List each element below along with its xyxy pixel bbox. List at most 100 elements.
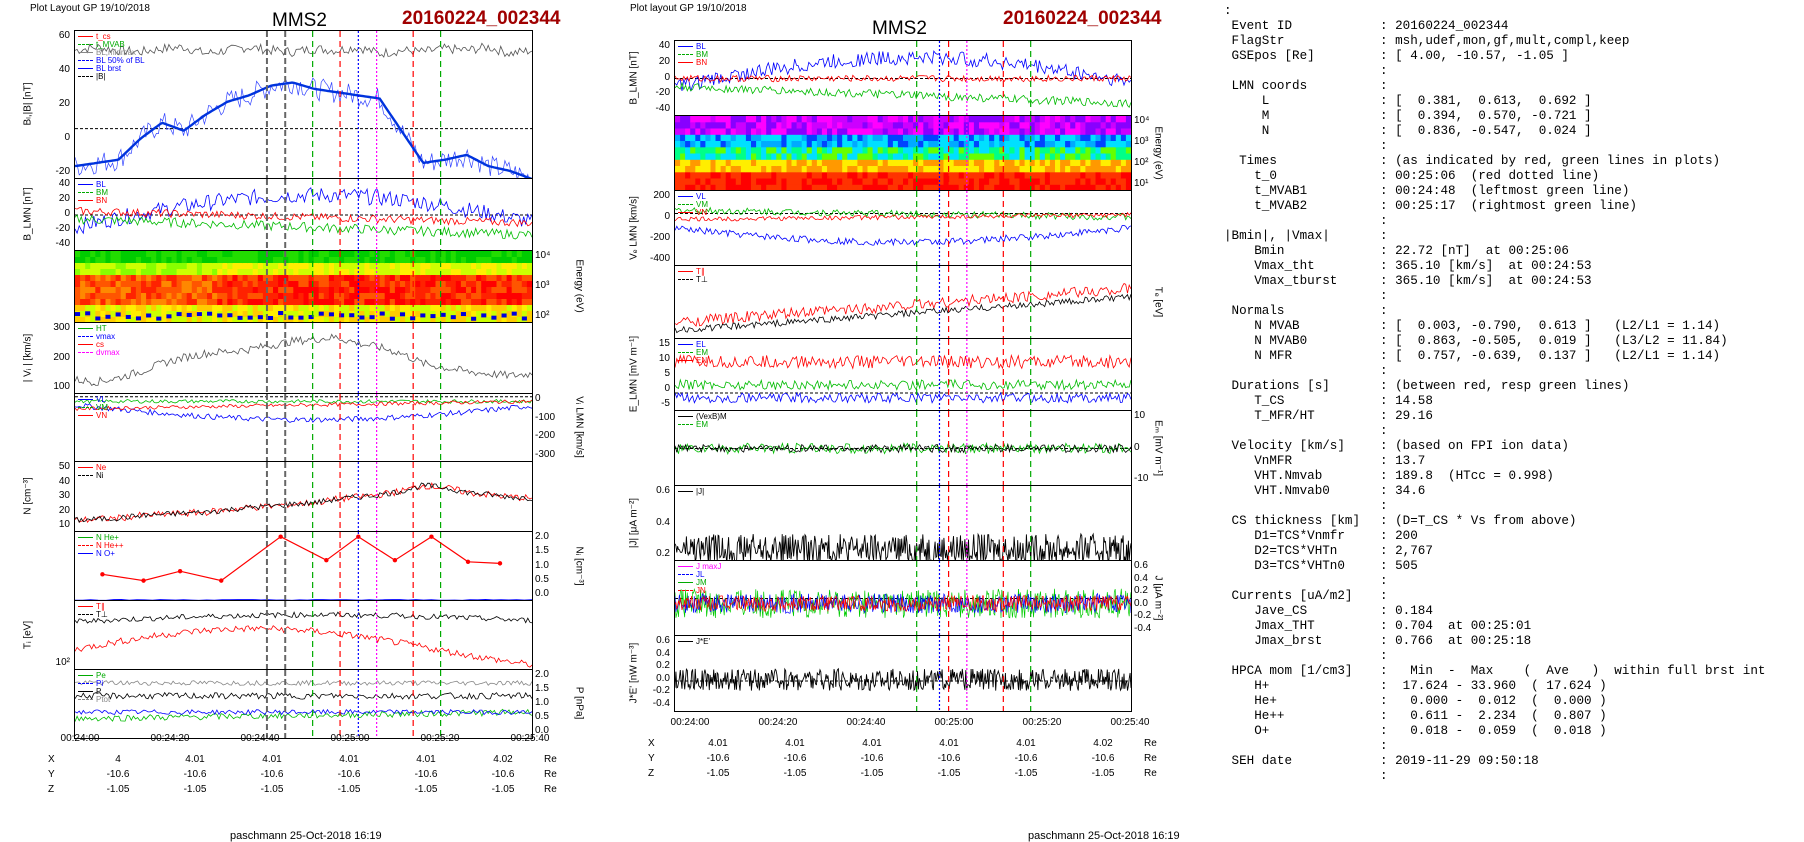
left-spectrogram-2-cell <box>521 287 528 294</box>
info-value: : 00:25:06 (red dotted line) <box>1380 169 1600 183</box>
middle-ytick-7-3: 0.0 <box>1134 597 1148 609</box>
left-coord-unit-Z: Re <box>544 784 557 795</box>
middle-spectrogram-1-cell <box>1055 159 1061 167</box>
left-spectrogram-2-cell <box>394 263 401 270</box>
left-spectrogram-2-cell <box>181 305 188 312</box>
middle-spectrogram-1-cell <box>1095 116 1102 123</box>
middle-panel-0 <box>674 40 1132 117</box>
left-spectrogram-2-cell <box>176 251 183 258</box>
left-spectrogram-2-cell <box>151 287 157 294</box>
middle-spectrogram-1-cell <box>710 122 717 130</box>
middle-spectrogram-1-cell <box>999 172 1005 180</box>
left-spectrogram-2-cell <box>181 287 188 294</box>
left-spectrogram-2-cell <box>146 251 152 258</box>
middle-legend-3-1: T⊥ <box>696 275 708 284</box>
middle-header: Plot layout GP 19/10/2018 <box>630 3 747 14</box>
left-spectrogram-2-cell <box>176 287 183 294</box>
left-spectrogram-2-cell <box>415 305 421 312</box>
left-legend-swatch-7-1 <box>78 614 93 615</box>
left-spectrogram-2-cell <box>217 299 223 306</box>
middle-spectrogram-1-cell <box>903 134 909 142</box>
middle-spectrogram-1-cell <box>1004 178 1010 186</box>
left-spectrogram-2-cell <box>171 251 178 258</box>
info-row: N MVAB: [ 0.003, -0.790, 0.613 ] (L2/L1 … <box>1224 319 1765 334</box>
left-spectrogram-2-cell <box>349 263 355 270</box>
left-xtick-4: 00:25:20 <box>420 733 460 744</box>
middle-spectrogram-1-cell <box>751 172 757 180</box>
left-spectrogram-2-cell <box>288 257 294 264</box>
middle-spectrogram-1-cell <box>979 134 985 142</box>
left-spectrogram-2-low-cell <box>501 313 507 318</box>
middle-spectrogram-1-cell <box>1029 147 1036 155</box>
left-legend-swatch-8-2 <box>78 691 93 692</box>
left-spectrogram-2-cell <box>75 287 81 294</box>
left-spectrogram-2-cell <box>100 305 107 312</box>
middle-spectrogram-1-cell <box>979 178 985 186</box>
middle-spectrogram-1-cell <box>690 134 696 142</box>
left-spectrogram-2-cell <box>460 317 467 323</box>
left-spectrogram-2-cell <box>293 263 299 270</box>
left-spectrogram-2-cell <box>242 299 249 306</box>
info-key: L <box>1224 94 1270 108</box>
left-spectrogram-2-cell <box>445 311 452 318</box>
left-spectrogram-2-cell <box>262 299 269 306</box>
info-row: N MVAB0: [ 0.863, -0.505, 0.019 ] (L3/L2… <box>1224 334 1765 349</box>
middle-spectrogram-1-cell <box>984 147 990 155</box>
middle-xtick-3: 00:25:00 <box>934 717 974 728</box>
middle-ytick-0-0: 40 <box>658 40 670 51</box>
left-spectrogram-2-cell <box>125 287 132 294</box>
middle-spectrogram-1-cell <box>745 134 752 142</box>
middle-spectrogram-1-cell <box>1080 159 1086 167</box>
left-spectrogram-2-cell <box>141 281 147 288</box>
left-spectrogram-2-cell <box>227 275 233 282</box>
middle-spectrogram-1-cell <box>928 159 934 167</box>
left-spectrogram-2-cell <box>120 299 127 306</box>
middle-spectrogram-1-cell <box>761 178 767 186</box>
left-spectrogram-2-cell <box>227 257 233 264</box>
left-spectrogram-2-cell <box>262 305 269 312</box>
middle-ytick-1-0: 10⁴ <box>1134 115 1150 126</box>
left-spectrogram-2-cell <box>501 269 508 276</box>
middle-spectrogram-1-cell <box>1014 178 1021 186</box>
left-spectrogram-2-cell <box>191 293 198 300</box>
middle-spectrogram-1-cell <box>685 116 691 123</box>
info-key: He++ <box>1224 709 1285 723</box>
middle-spectrogram-1-cell <box>837 178 843 186</box>
middle-spectrogram-1-cell <box>877 147 884 155</box>
middle-spectrogram-1-cell <box>821 141 828 148</box>
left-spectrogram-2-cell <box>95 263 101 270</box>
left-ytick-8-2: 1.0 <box>535 697 549 708</box>
left-spectrogram-2-cell <box>491 311 498 318</box>
middle-spectrogram-1-cell <box>740 184 747 191</box>
middle-spectrogram-1-cell <box>862 134 869 142</box>
left-spectrogram-2-cell <box>334 257 340 264</box>
middle-spectrogram-1-cell <box>1049 159 1056 167</box>
middle-spectrogram-1-cell <box>847 141 853 148</box>
left-spectrogram-2-cell <box>196 269 203 276</box>
middle-spectrogram-1-cell <box>862 153 869 161</box>
left-ytick-3-0: 300 <box>53 322 70 333</box>
middle-spectrogram-1-cell <box>710 134 717 142</box>
info-key: FlagStr <box>1224 34 1285 48</box>
middle-coord-Z-0: -1.05 <box>706 768 730 779</box>
middle-spectrogram-1-cell <box>958 116 965 123</box>
left-spectrogram-2-cell <box>161 251 167 258</box>
info-row: SEH date: 2019-11-29 09:50:18 <box>1224 754 1765 769</box>
left-spectrogram-2-cell <box>110 287 117 294</box>
info-value: : <box>1380 64 1388 78</box>
left-spectrogram-2-low-cell <box>288 315 294 320</box>
left-spectrogram-2-cell <box>486 275 492 282</box>
middle-spectrogram-1-cell <box>756 159 762 167</box>
middle-spectrogram-1-cell <box>1014 166 1021 173</box>
middle-spectrogram-1-cell <box>781 147 788 155</box>
left-spectrogram-2-cell <box>115 269 122 276</box>
left-spectrogram-2-cell <box>262 275 269 282</box>
middle-spectrogram-1-cell <box>1034 147 1041 155</box>
left-spectrogram-2-cell <box>237 311 244 318</box>
middle-spectrogram-1-cell <box>1070 134 1076 142</box>
left-spectrogram-2-low-cell <box>196 312 202 317</box>
middle-spectrogram-1-cell <box>1100 141 1107 148</box>
left-spectrogram-2-cell <box>75 257 81 264</box>
left-spectrogram-2-cell <box>455 287 462 294</box>
left-spectrogram-2-cell <box>262 311 269 318</box>
